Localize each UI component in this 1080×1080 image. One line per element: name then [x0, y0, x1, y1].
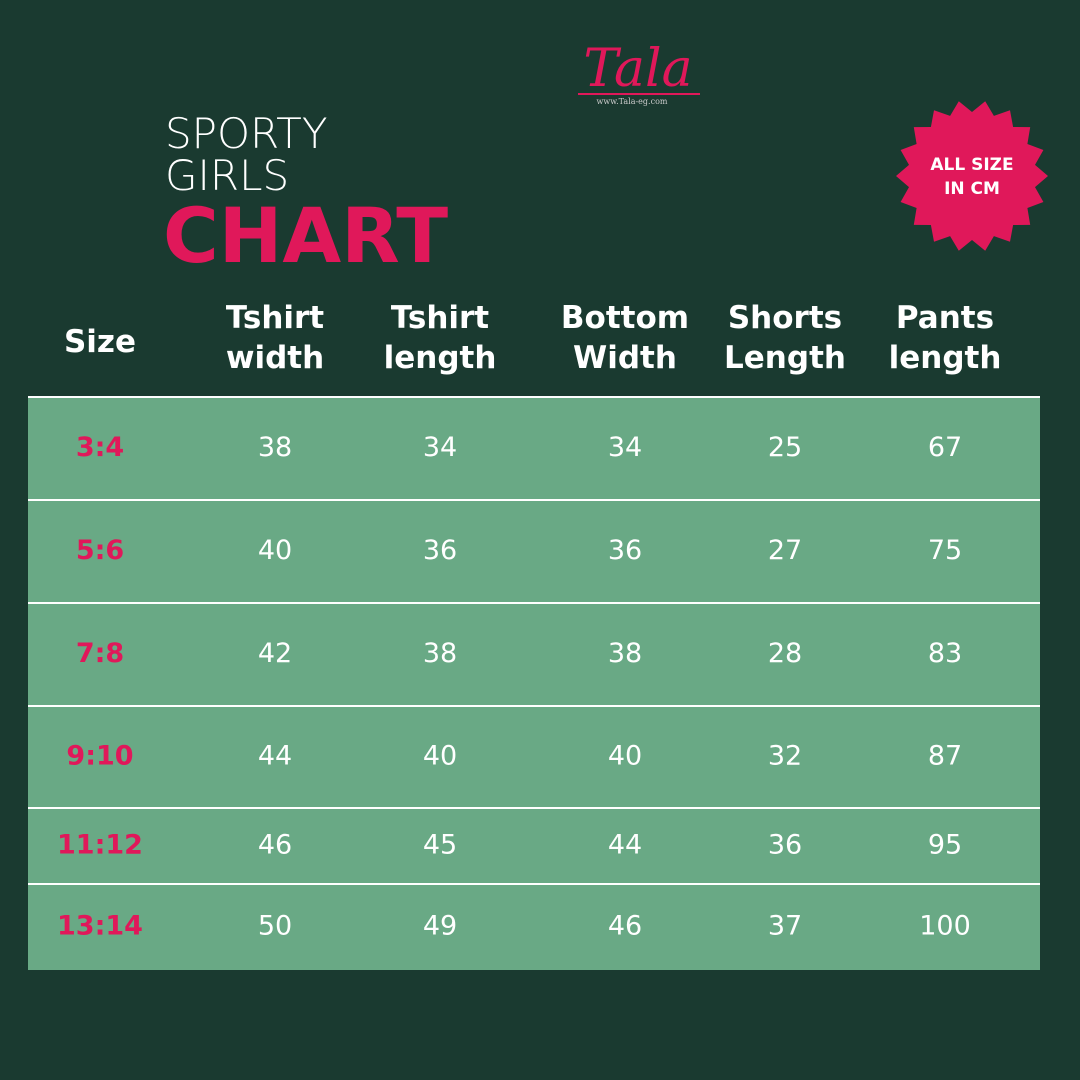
- column-header: width: [226, 340, 324, 376]
- size-label: 5:6: [76, 535, 124, 566]
- cell-value: 46: [608, 911, 642, 942]
- cell-value: 34: [423, 432, 457, 463]
- cell-value: 75: [928, 535, 962, 566]
- cell-value: 67: [928, 432, 962, 463]
- cell-value: 38: [608, 638, 642, 669]
- cell-value: 36: [423, 535, 457, 566]
- column-header: Tshirt: [226, 300, 324, 336]
- cell-value: 44: [258, 741, 292, 772]
- cell-value: 45: [423, 830, 457, 861]
- badge-text: ALL SIZE: [930, 155, 1013, 175]
- cell-value: 32: [768, 741, 802, 772]
- column-header: length: [384, 340, 497, 376]
- cell-value: 38: [423, 638, 457, 669]
- size-label: 9:10: [66, 741, 133, 772]
- cell-value: 36: [768, 830, 802, 861]
- column-header: Width: [573, 340, 677, 376]
- cell-value: 83: [928, 638, 962, 669]
- cell-value: 37: [768, 911, 802, 942]
- size-label: 3:4: [76, 432, 124, 463]
- cell-value: 100: [919, 911, 971, 942]
- logo-url: www.Tala-eg.com: [597, 97, 668, 106]
- size-label: 7:8: [76, 638, 124, 669]
- badge-text: IN CM: [944, 179, 1000, 199]
- cell-value: 87: [928, 741, 962, 772]
- cell-value: 27: [768, 535, 802, 566]
- title-line: GIRLS: [165, 151, 289, 200]
- column-header: Tshirt: [391, 300, 489, 336]
- badge: [896, 101, 1048, 251]
- cell-value: 25: [768, 432, 802, 463]
- logo: Tala: [583, 39, 692, 99]
- cell-value: 28: [768, 638, 802, 669]
- cell-value: 50: [258, 911, 292, 942]
- column-header: Size: [64, 324, 136, 360]
- column-header: length: [889, 340, 1002, 376]
- cell-value: 40: [423, 741, 457, 772]
- column-header: Length: [724, 340, 846, 376]
- cell-value: 46: [258, 830, 292, 861]
- cell-value: 44: [608, 830, 642, 861]
- cell-value: 34: [608, 432, 642, 463]
- table-body: [28, 397, 1040, 970]
- cell-value: 49: [423, 911, 457, 942]
- title-line: SPORTY: [165, 109, 327, 158]
- cell-value: 95: [928, 830, 962, 861]
- column-header: Bottom: [561, 300, 689, 336]
- cell-value: 42: [258, 638, 292, 669]
- cell-value: 40: [608, 741, 642, 772]
- cell-value: 38: [258, 432, 292, 463]
- column-header: Shorts: [728, 300, 842, 336]
- size-label: 11:12: [57, 830, 143, 861]
- cell-value: 40: [258, 535, 292, 566]
- cell-value: 36: [608, 535, 642, 566]
- title-highlight: CHART: [163, 191, 448, 280]
- column-header: Pants: [896, 300, 994, 336]
- size-label: 13:14: [57, 911, 143, 942]
